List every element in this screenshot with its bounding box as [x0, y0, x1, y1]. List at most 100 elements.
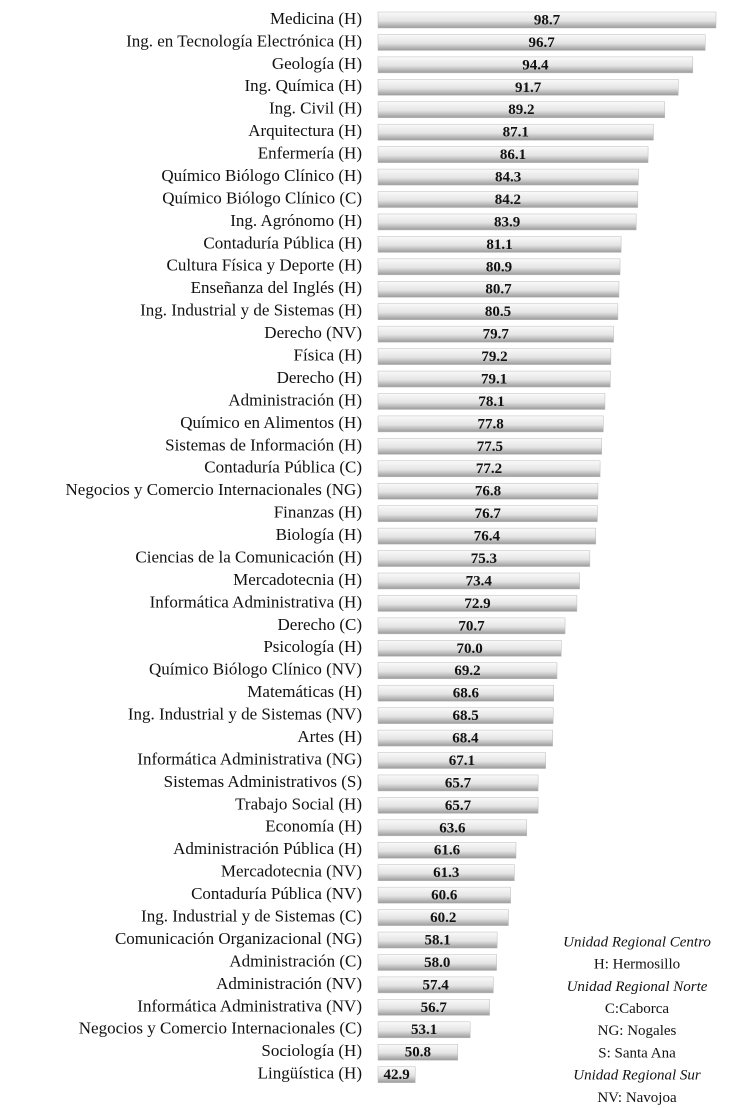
- value-label: 67.1: [449, 753, 475, 769]
- value-label: 68.4: [452, 731, 479, 747]
- category-label: Ing. Agrónomo (H): [230, 211, 362, 230]
- bar: [377, 370, 611, 388]
- value-label: 70.0: [457, 641, 483, 657]
- value-label: 77.8: [478, 416, 504, 432]
- value-label: 80.9: [486, 259, 512, 275]
- bar: [377, 123, 654, 141]
- value-label: 57.4: [423, 977, 450, 993]
- value-label: 58.0: [424, 955, 450, 971]
- bar: [377, 281, 620, 298]
- category-label: Finanzas (H): [274, 503, 362, 522]
- category-label: Negocios y Comercio Internacionales (NG): [66, 480, 362, 499]
- category-label: Arquitectura (H): [248, 121, 362, 140]
- value-label: 79.1: [481, 371, 507, 387]
- category-label: Biología (H): [276, 525, 362, 544]
- bar: [377, 527, 597, 545]
- category-label: Informática Administrativa (H): [150, 592, 362, 611]
- category-label: Lingüística (H): [258, 1064, 362, 1083]
- bar: [377, 11, 717, 29]
- value-label: 60.6: [431, 888, 458, 904]
- category-label: Sociología (H): [261, 1041, 362, 1060]
- category-label: Derecho (C): [278, 615, 363, 634]
- category-label: Ing. Industrial y de Sistemas (C): [141, 907, 362, 926]
- bar: [377, 752, 546, 769]
- category-label: Matemáticas (H): [247, 682, 362, 701]
- bar: [377, 146, 649, 163]
- bar: [377, 976, 494, 994]
- legend-note: S: Santa Ana: [598, 1045, 676, 1061]
- value-label: 68.6: [453, 686, 480, 702]
- bar: [377, 550, 591, 567]
- category-label: Ing. Química (H): [244, 76, 362, 95]
- value-label: 65.7: [445, 798, 472, 814]
- value-label: 84.3: [495, 170, 521, 186]
- category-label: Sistemas de Información (H): [165, 435, 362, 454]
- value-label: 96.7: [528, 35, 555, 51]
- category-label: Ing. Industrial y de Sistemas (H): [140, 301, 362, 320]
- bar: [377, 191, 639, 208]
- value-label: 94.4: [522, 57, 549, 73]
- value-label: 89.2: [508, 102, 534, 118]
- category-label: Cultura Física y Deporte (H): [167, 256, 362, 275]
- legend-note: Unidad Regional Norte: [567, 979, 708, 995]
- value-label: 76.4: [474, 529, 501, 545]
- category-label: Químico Biólogo Clínico (NV): [149, 660, 362, 679]
- bar: [377, 393, 606, 410]
- legend-note: C:Caborca: [605, 1001, 669, 1017]
- value-label: 84.2: [495, 192, 521, 208]
- bar: [377, 415, 604, 433]
- category-label: Químico en Alimentos (H): [180, 413, 362, 432]
- value-label: 81.1: [486, 237, 512, 253]
- value-label: 75.3: [471, 551, 497, 567]
- value-label: 65.7: [445, 775, 472, 791]
- value-label: 76.7: [475, 506, 502, 522]
- bar: [377, 348, 612, 365]
- category-label: Psicología (H): [263, 637, 362, 656]
- category-label: Informática Administrativa (NV): [137, 996, 362, 1015]
- value-label: 77.2: [476, 461, 502, 477]
- value-label: 70.7: [458, 618, 485, 634]
- category-label: Medicina (H): [270, 9, 362, 28]
- legend-note: Unidad Regional Sur: [573, 1068, 701, 1084]
- category-label: Derecho (H): [277, 368, 362, 387]
- value-label: 80.7: [485, 282, 512, 298]
- bar: [377, 505, 598, 522]
- bar: [377, 572, 580, 590]
- legend-note: H: Hermosillo: [594, 957, 680, 973]
- legend-note: NV: Navojoa: [597, 1090, 677, 1106]
- bar: [377, 482, 599, 500]
- legend-note: NG: Nogales: [598, 1023, 677, 1039]
- legend-note: Unidad Regional Centro: [563, 934, 711, 950]
- bar: [377, 34, 706, 51]
- category-label: Enseñanza del Inglés (H): [191, 278, 362, 297]
- category-label: Mercadotecnia (H): [233, 570, 362, 589]
- value-label: 63.6: [439, 820, 466, 836]
- bar: [377, 56, 694, 74]
- bar: [377, 168, 639, 186]
- category-label: Administración (H): [228, 390, 362, 409]
- category-label: Contaduría Pública (H): [203, 233, 362, 252]
- category-label: Sistemas Administrativos (S): [164, 772, 362, 791]
- category-label: Derecho (NV): [264, 323, 362, 342]
- bar: [377, 460, 601, 478]
- bar: [377, 774, 539, 792]
- bar: [377, 886, 511, 904]
- category-label: Artes (H): [297, 727, 362, 746]
- bar: [377, 438, 602, 455]
- bar: [377, 213, 637, 231]
- bar: [377, 864, 515, 881]
- category-label: Administración (NV): [216, 974, 362, 993]
- category-label: Contaduría Pública (C): [204, 458, 362, 477]
- category-label: Informática Administrativa (NG): [137, 749, 362, 768]
- category-label: Economía (H): [265, 817, 362, 836]
- value-label: 86.1: [500, 147, 526, 163]
- bar: [377, 640, 562, 657]
- category-label: Administración (C): [229, 951, 362, 970]
- value-label: 80.5: [485, 304, 511, 320]
- bar: [377, 729, 553, 747]
- value-label: 76.8: [475, 484, 501, 500]
- category-label: Geología (H): [272, 54, 362, 73]
- category-label: Ing. Civil (H): [269, 99, 362, 118]
- category-label: Administración Pública (H): [173, 839, 362, 858]
- value-label: 53.1: [411, 1022, 437, 1038]
